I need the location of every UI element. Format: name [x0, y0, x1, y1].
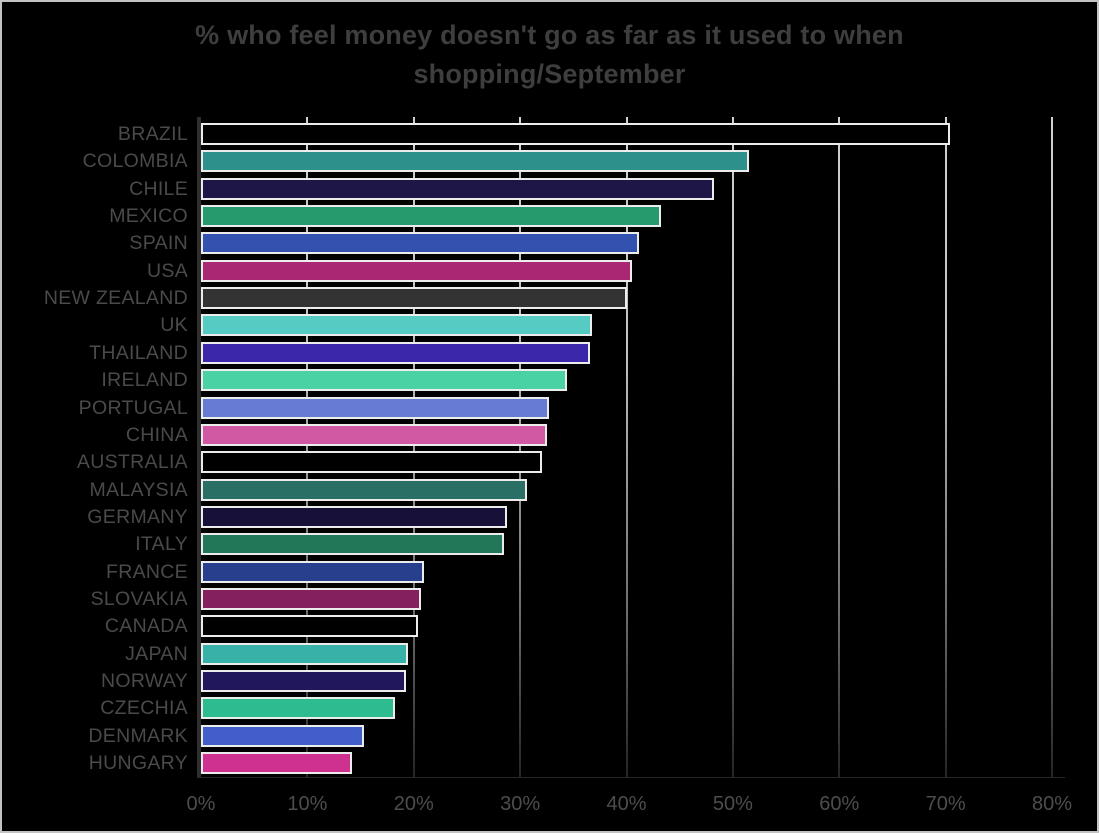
bar-france: [201, 560, 425, 583]
bar-malaysia: [201, 478, 527, 501]
category-label-spain: SPAIN: [129, 232, 188, 255]
x-tick-70%: 70%: [925, 793, 966, 815]
x-tick-30%: 30%: [500, 793, 541, 815]
chart-title-line1: % who feel money doesn't go as far as it…: [195, 20, 904, 50]
category-label-malaysia: MALAYSIA: [89, 478, 188, 501]
gridline-60%: [838, 117, 841, 778]
category-label-colombia: COLOMBIA: [82, 150, 188, 173]
bar-denmark: [201, 724, 364, 747]
x-tick-50%: 50%: [712, 793, 753, 815]
category-label-denmark: DENMARK: [88, 724, 188, 747]
bar-spain: [201, 232, 640, 255]
bar-china: [201, 423, 547, 446]
gridline-40%: [625, 117, 628, 778]
category-label-canada: CANADA: [104, 615, 188, 638]
category-label-thailand: THAILAND: [89, 341, 188, 364]
bar-czechia: [201, 697, 395, 720]
category-label-portugal: PORTUGAL: [78, 396, 188, 419]
category-label-brazil: BRAZIL: [117, 123, 188, 145]
category-label-new-zealand: NEW ZEALAND: [43, 287, 188, 310]
x-tick-0%: 0%: [186, 793, 216, 815]
chart-title-line2: shopping/September: [413, 59, 686, 90]
x-tick-40%: 40%: [606, 793, 647, 815]
category-label-usa: USA: [147, 259, 188, 282]
bar-norway: [201, 670, 407, 692]
bar-uk: [201, 314, 593, 337]
bar-ireland: [201, 369, 567, 392]
gridline-50%: [731, 117, 734, 778]
category-label-slovakia: SLOVAKIA: [90, 587, 188, 610]
category-label-china: CHINA: [125, 423, 188, 446]
bar-portugal: [201, 396, 549, 419]
bar-hungary: [201, 752, 353, 775]
bar-mexico: [201, 205, 661, 228]
gridline-70%: [944, 117, 947, 778]
bar-new-zealand: [201, 287, 627, 310]
category-label-australia: AUSTRALIA: [76, 451, 188, 474]
category-label-japan: JAPAN: [125, 642, 188, 665]
category-label-ireland: IRELAND: [101, 369, 188, 392]
bar-slovakia: [201, 587, 422, 610]
gridline-80%: [1051, 117, 1053, 778]
y-axis-line: [197, 117, 201, 778]
gridline-10%: [306, 117, 309, 778]
bar-canada: [201, 615, 418, 638]
category-label-hungary: HUNGARY: [88, 752, 188, 775]
bar-brazil: [201, 123, 950, 145]
bar-australia: [201, 451, 543, 474]
category-label-italy: ITALY: [135, 533, 188, 556]
category-label-mexico: MEXICO: [109, 205, 188, 228]
x-tick-80%: 80%: [1031, 793, 1073, 815]
bar-italy: [201, 533, 505, 556]
x-tick-20%: 20%: [393, 793, 434, 815]
x-axis-line: [197, 777, 1065, 778]
x-tick-10%: 10%: [287, 793, 328, 815]
x-tick-60%: 60%: [819, 793, 860, 815]
bar-japan: [201, 642, 409, 665]
category-label-uk: UK: [160, 314, 188, 337]
category-label-czechia: CZECHIA: [100, 697, 188, 720]
bar-germany: [201, 505, 508, 528]
bar-usa: [201, 259, 632, 282]
category-label-norway: NORWAY: [100, 670, 188, 692]
category-label-chile: CHILE: [129, 177, 188, 200]
chart-title: % who feel money doesn't go as far as it…: [2, 16, 1097, 94]
category-label-france: FRANCE: [106, 560, 188, 583]
gridline-30%: [519, 117, 522, 778]
bar-colombia: [201, 150, 749, 173]
bar-chile: [201, 177, 714, 200]
category-label-germany: GERMANY: [87, 505, 188, 528]
bar-thailand: [201, 341, 591, 364]
gridline-20%: [412, 117, 415, 778]
